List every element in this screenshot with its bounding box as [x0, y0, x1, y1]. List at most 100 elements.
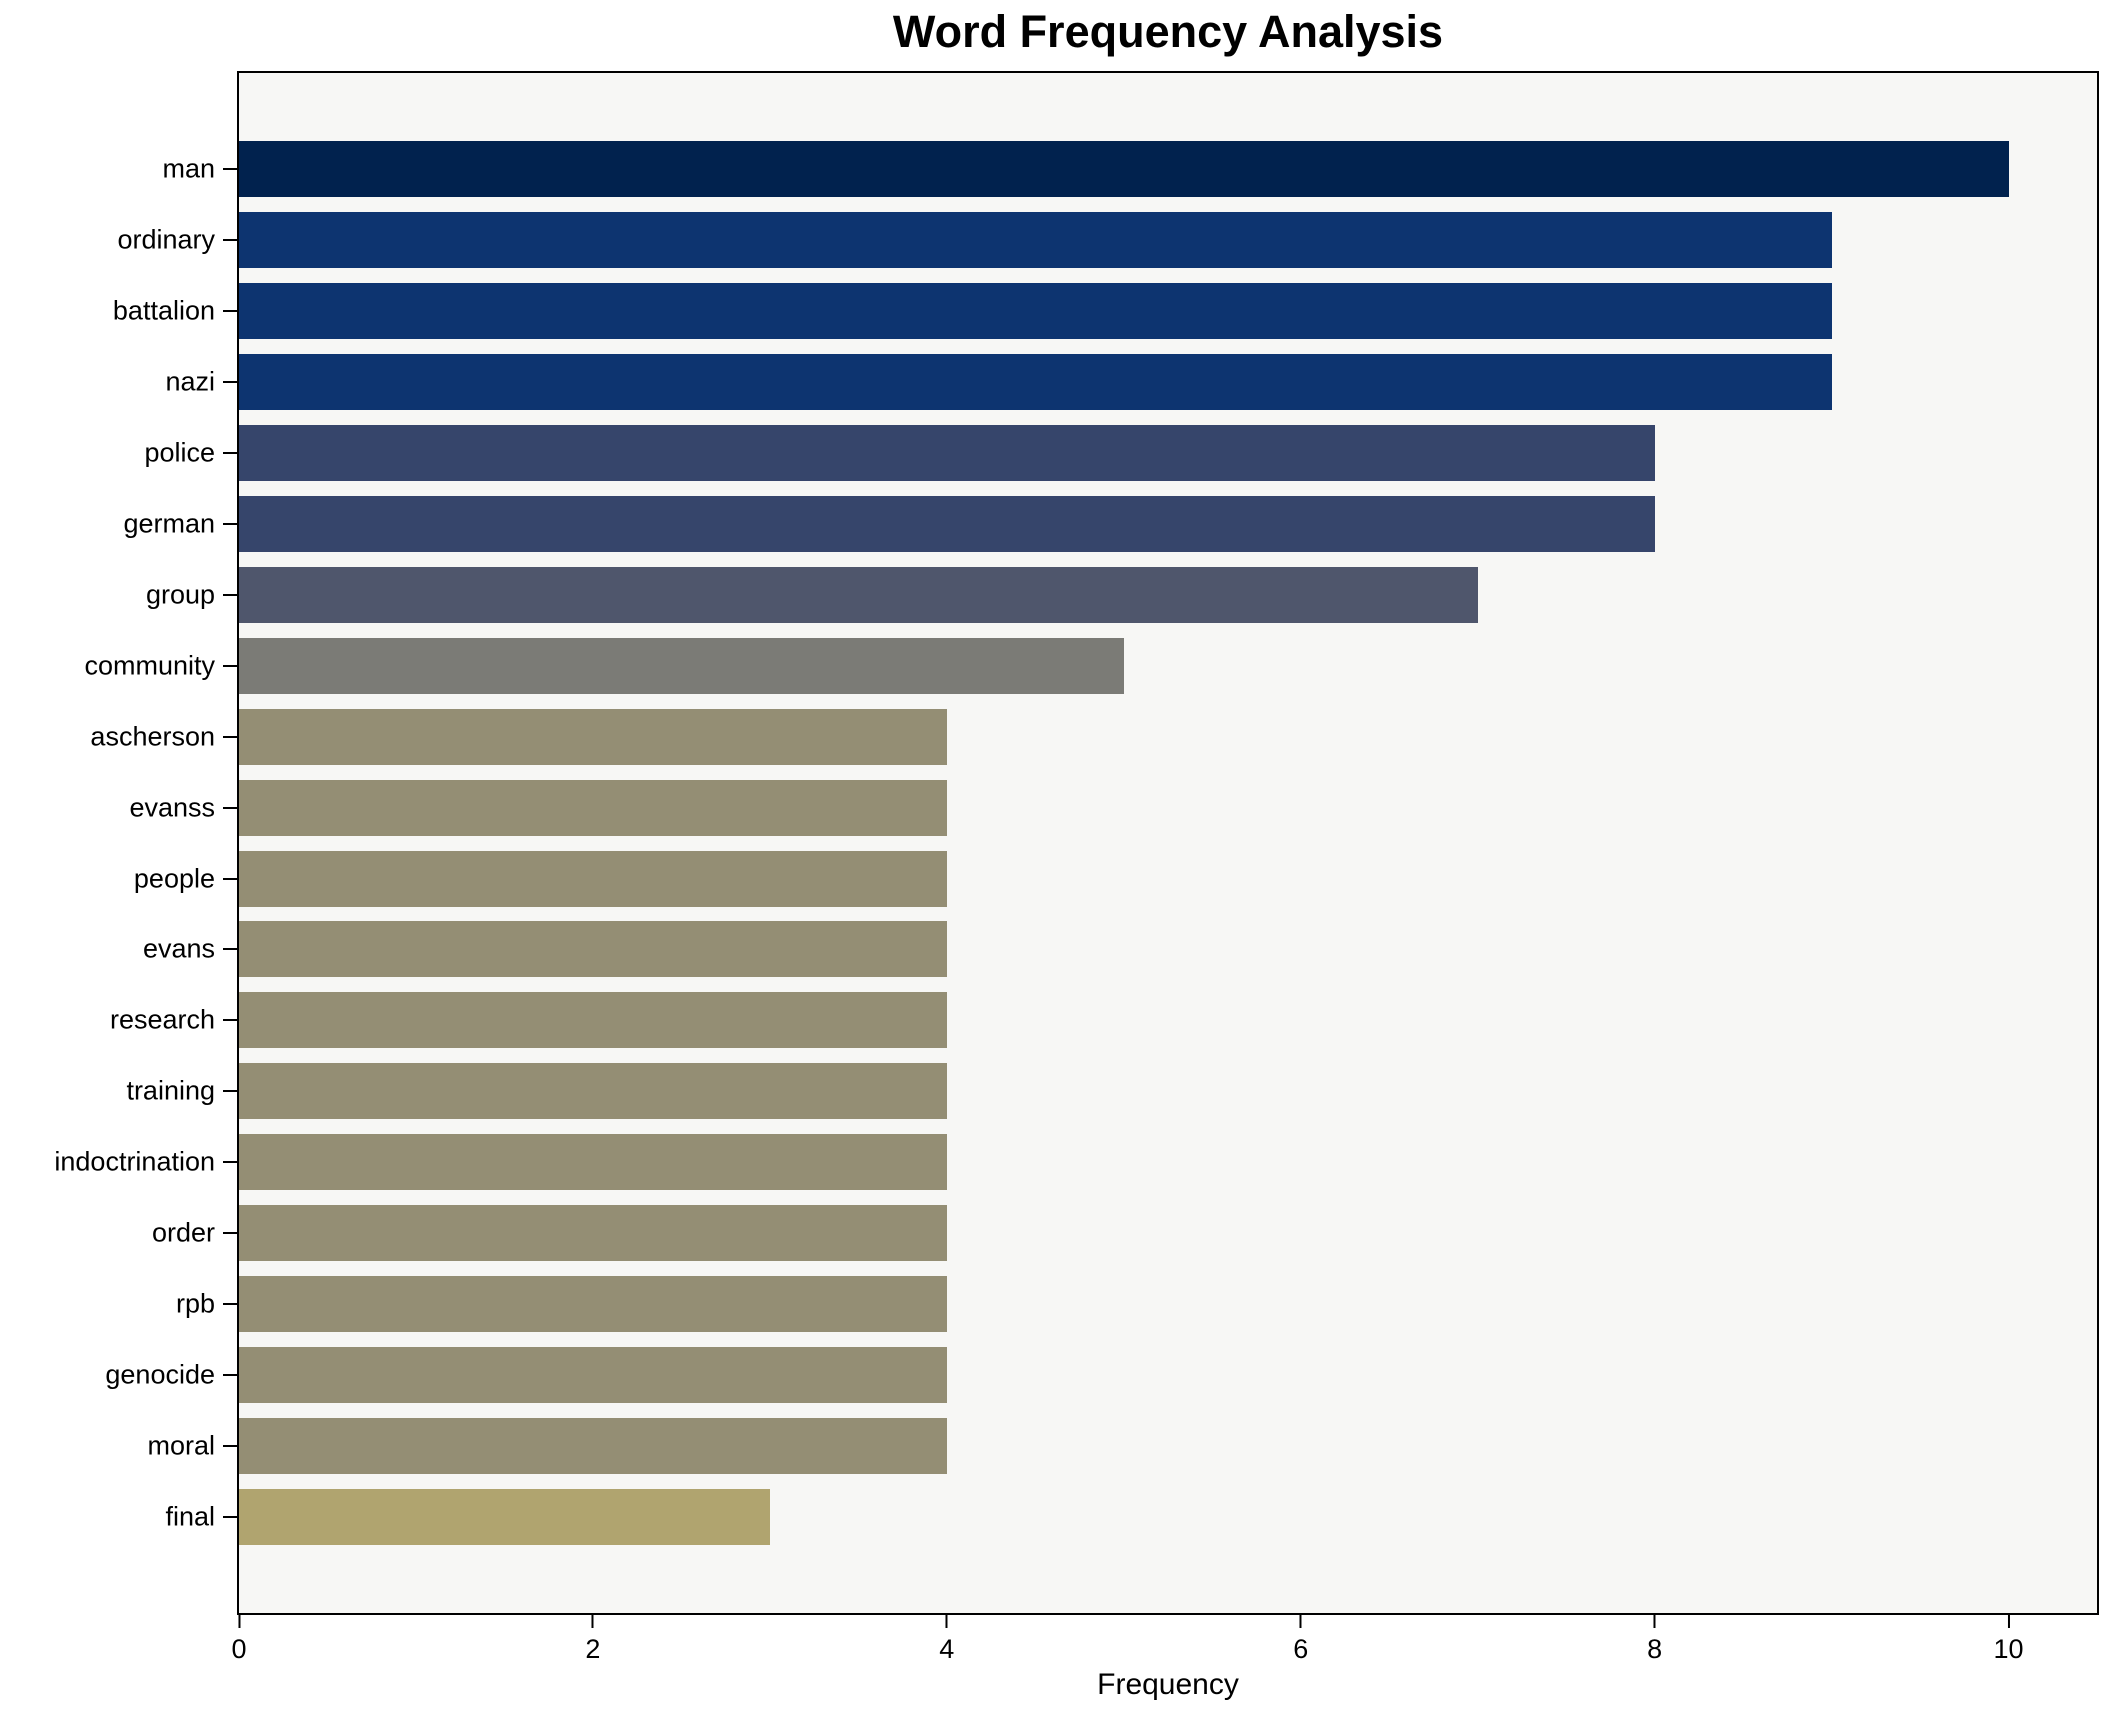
bar-row: police — [144, 418, 2097, 489]
y-tick-mark — [223, 239, 237, 242]
x-tick-label: 8 — [1647, 1634, 1663, 1664]
bar-row: group — [146, 559, 2097, 630]
bar-row: rpb — [176, 1269, 2097, 1340]
x-tick-mark — [1299, 1615, 1302, 1628]
chart-title: Word Frequency Analysis — [892, 6, 1444, 57]
y-tick-mark — [223, 1090, 237, 1093]
y-tick-label: research — [109, 1004, 215, 1035]
bar — [239, 1063, 947, 1120]
y-tick-label: indoctrination — [54, 1146, 215, 1177]
bar — [239, 1275, 947, 1332]
x-tick-mark — [945, 1615, 948, 1628]
x-tick: 2 — [585, 1615, 600, 1665]
y-tick-label: training — [126, 1075, 215, 1106]
bar-row: community — [84, 630, 2097, 701]
bar-row: man — [162, 134, 2097, 205]
y-tick-label: final — [165, 1501, 215, 1532]
bar-row: research — [110, 985, 2097, 1056]
y-tick-mark — [223, 664, 237, 667]
x-tick-label: 0 — [231, 1634, 247, 1664]
bar-row: ordinary — [117, 205, 2097, 276]
y-tick-label: ordinary — [117, 224, 215, 255]
bar — [239, 850, 947, 907]
x-tick-label: 2 — [585, 1634, 601, 1664]
bar — [239, 1134, 947, 1191]
bar-row: battalion — [113, 276, 2097, 347]
bar-row: ascherson — [90, 701, 2097, 772]
bars-container: man ordinary battalion nazi police german grou… — [54, 73, 2097, 1613]
bar-row: indoctrination — [54, 1127, 2097, 1198]
x-tick-mark — [591, 1615, 594, 1628]
y-tick-mark — [223, 168, 237, 171]
y-tick-label: rpb — [175, 1288, 215, 1319]
y-tick-mark — [223, 806, 237, 809]
plot-area: man ordinary battalion nazi police german grou… — [54, 71, 2099, 1615]
bar-row: moral — [147, 1410, 2097, 1481]
bar — [239, 992, 947, 1049]
x-tick-label: 4 — [939, 1634, 955, 1664]
x-tick-mark — [238, 1615, 240, 1628]
bar — [239, 354, 1832, 411]
y-tick-mark — [223, 381, 237, 384]
x-tick-label: 10 — [1993, 1634, 2024, 1664]
bar — [239, 425, 1655, 482]
bar-row: genocide — [105, 1339, 2097, 1410]
y-tick-mark — [223, 877, 237, 880]
y-tick-label: evans — [142, 933, 215, 964]
x-tick: 10 — [1993, 1615, 2024, 1665]
y-tick-mark — [223, 1019, 237, 1022]
x-tick-mark — [1653, 1615, 1656, 1628]
x-axis-label: Frequency — [1097, 1668, 1239, 1701]
bar — [239, 1417, 947, 1474]
x-tick-mark — [2007, 1615, 2010, 1628]
x-tick: 0 — [231, 1615, 247, 1665]
bar-row: people — [134, 843, 2097, 914]
bar — [239, 637, 1124, 694]
y-tick-mark — [223, 1302, 237, 1305]
y-tick-label: evanss — [129, 792, 215, 823]
y-tick-mark — [223, 735, 237, 738]
bar-row: training — [126, 1056, 2097, 1127]
bar — [239, 1205, 947, 1262]
y-tick-mark — [223, 310, 237, 313]
bar-row: evans — [143, 914, 2097, 985]
y-tick-label: genocide — [105, 1359, 215, 1390]
y-tick-label: ascherson — [90, 721, 215, 752]
bar — [239, 921, 947, 978]
bar-row: evanss — [129, 772, 2097, 843]
y-tick-label: order — [151, 1217, 215, 1248]
bar — [239, 1346, 947, 1403]
bar — [239, 708, 947, 765]
bar-row: nazi — [165, 347, 2097, 418]
bar-row: final — [165, 1481, 2097, 1552]
y-tick-label: nazi — [165, 366, 215, 397]
y-tick-label: people — [133, 863, 215, 894]
y-tick-label: man — [162, 153, 215, 184]
bar — [239, 212, 1832, 269]
x-tick: 4 — [939, 1615, 954, 1665]
bar — [239, 1488, 770, 1545]
y-tick-mark — [223, 522, 237, 525]
bar-row: order — [152, 1198, 2097, 1269]
x-tick: 8 — [1647, 1615, 1662, 1665]
x-axis: 0 2 4 6 8 10 — [231, 1615, 2097, 1685]
bar — [239, 141, 2009, 198]
y-tick-label: german — [123, 508, 215, 539]
bar-row: german — [123, 489, 2097, 560]
y-tick-mark — [223, 1232, 237, 1235]
y-tick-mark — [223, 1515, 237, 1518]
y-tick-label: community — [84, 650, 215, 681]
y-tick-label: group — [145, 579, 215, 610]
y-tick-mark — [223, 1444, 237, 1447]
bar — [239, 566, 1478, 623]
y-tick-label: battalion — [112, 295, 215, 326]
bar — [239, 779, 947, 836]
y-tick-label: police — [144, 437, 215, 468]
y-tick-mark — [223, 452, 237, 455]
y-tick-mark — [223, 593, 237, 596]
x-tick: 6 — [1293, 1615, 1308, 1665]
y-tick-label: moral — [147, 1430, 215, 1461]
bar — [239, 495, 1655, 552]
y-tick-mark — [223, 948, 237, 951]
